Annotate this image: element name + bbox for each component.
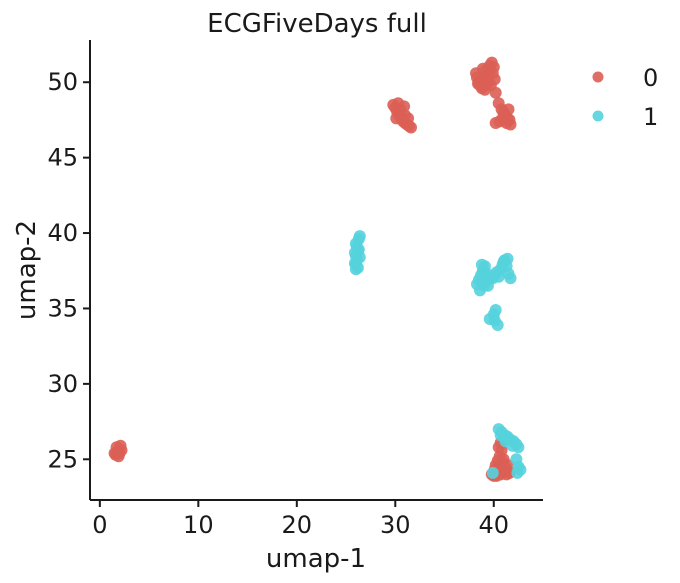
point-series-0-41 <box>482 76 495 89</box>
y-tick-label-25: 25 <box>47 445 78 473</box>
point-series-0-43 <box>489 86 502 99</box>
point-series-1-57 <box>499 435 512 448</box>
point-series-0-42 <box>486 67 499 80</box>
point-series-0-74 <box>496 465 509 478</box>
point-series-0-7 <box>108 447 121 460</box>
legend-marker-1 <box>592 110 604 122</box>
y-tick-label-30: 30 <box>47 370 78 398</box>
x-tick-label-40: 40 <box>478 511 509 539</box>
point-series-1-42 <box>488 314 501 327</box>
x-tick-label-30: 30 <box>380 511 411 539</box>
y-axis-label: umap-2 <box>12 220 42 320</box>
x-axis-label: umap-1 <box>266 544 366 574</box>
point-series-1-8 <box>353 230 366 243</box>
point-series-0-19 <box>405 121 417 134</box>
legend-marker-0 <box>592 71 604 83</box>
point-series-1-58 <box>486 466 499 479</box>
point-series-0-22 <box>402 112 415 125</box>
point-series-1-54 <box>514 463 527 476</box>
legend-label-0: 0 <box>643 64 658 92</box>
x-tick-label-10: 10 <box>183 511 214 539</box>
points-layer <box>108 56 527 482</box>
point-series-1-11 <box>351 261 364 274</box>
point-series-0-23 <box>392 97 405 110</box>
y-tick-label-35: 35 <box>47 294 78 322</box>
x-tick-label-0: 0 <box>92 511 107 539</box>
point-series-1-31 <box>504 272 517 285</box>
y-tick-label-45: 45 <box>47 144 78 172</box>
point-series-0-20 <box>390 112 403 125</box>
y-axis-ticks: 25 30 35 40 45 50 <box>47 68 90 473</box>
legend-label-1: 1 <box>643 103 658 131</box>
point-series-0-54 <box>489 117 502 129</box>
point-series-0-40 <box>472 77 484 90</box>
y-tick-label-50: 50 <box>47 68 78 96</box>
y-tick-label-40: 40 <box>47 219 78 247</box>
chart-title: ECGFiveDays full <box>207 9 427 39</box>
x-tick-label-20: 20 <box>282 511 313 539</box>
point-series-0-55 <box>502 103 515 116</box>
point-series-1-13 <box>348 246 361 259</box>
legend: 01 <box>592 64 658 131</box>
point-series-1-37 <box>481 279 494 292</box>
point-series-1-33 <box>497 255 510 268</box>
point-series-1-36 <box>475 258 488 271</box>
x-axis-ticks: 0 10 20 30 40 <box>92 500 509 539</box>
point-series-1-40 <box>489 304 502 316</box>
point-series-0-52 <box>504 118 517 131</box>
point-series-0-37 <box>476 62 489 75</box>
